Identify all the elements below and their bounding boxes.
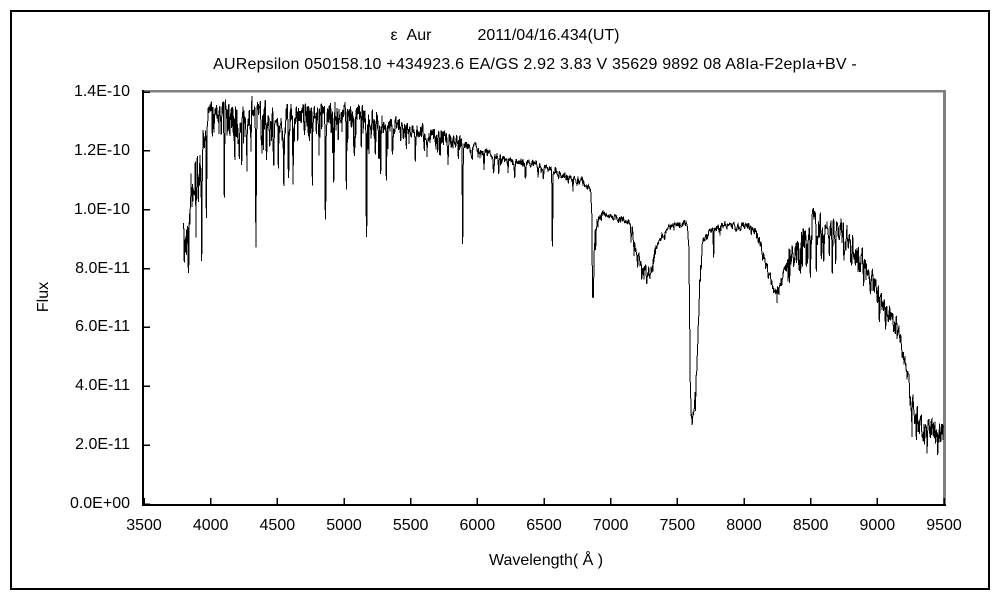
star-name: ε Aur <box>390 27 432 44</box>
plot-frame <box>142 89 946 506</box>
observation-datetime: 2011/04/16.434(UT) <box>477 27 620 44</box>
spectrum-line <box>182 95 944 456</box>
y-axis-label: Flux <box>35 281 52 313</box>
window-border <box>10 10 990 590</box>
star-catalog-info: AURepsilon 050158.10 +434923.6 EA/GS 2.9… <box>213 56 857 73</box>
x-axis-label: Wavelength( Å ) <box>488 552 604 569</box>
chart-title: ε Aur 2011/04/16.434(UT) <box>391 27 620 45</box>
axis-ticks <box>143 91 945 505</box>
